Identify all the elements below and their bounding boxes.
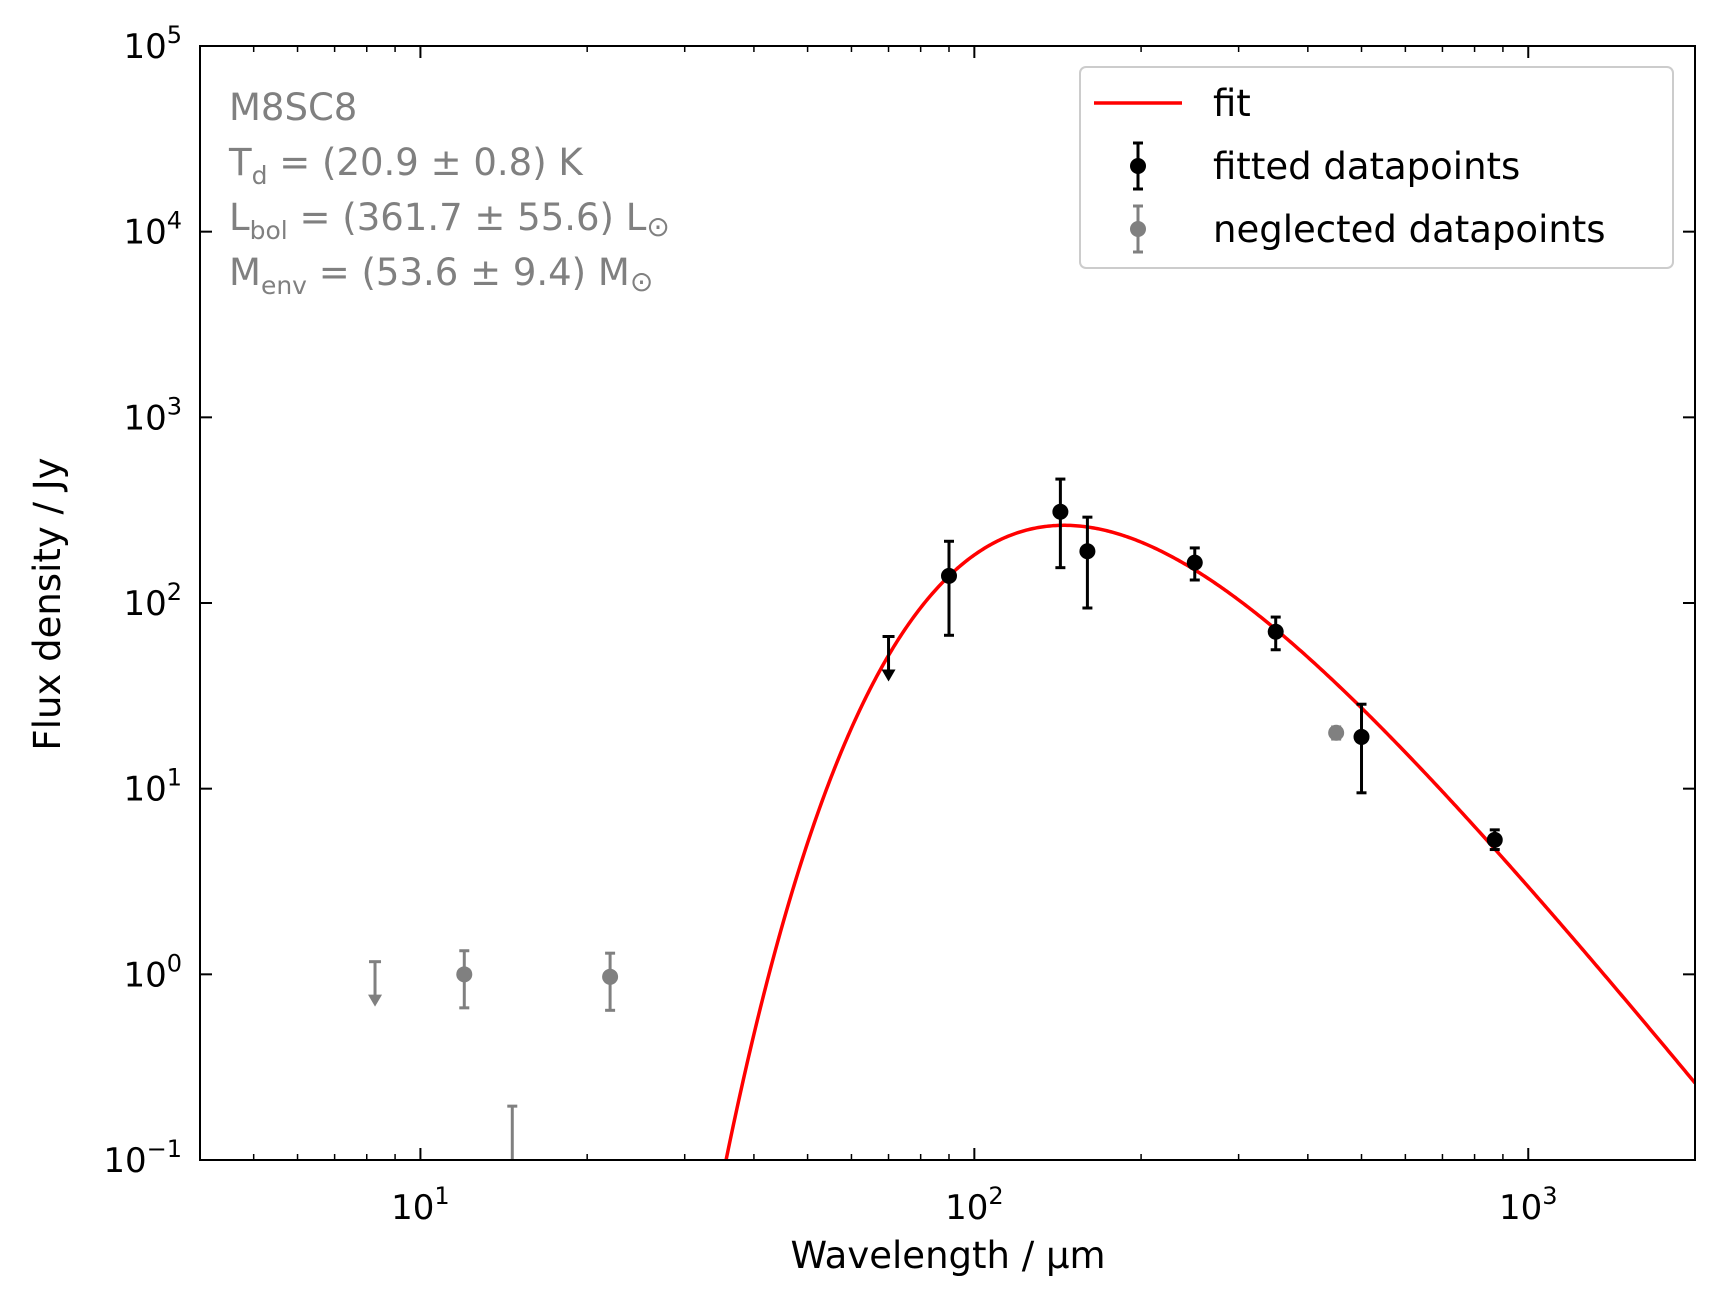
- y-tick-label: 101: [123, 764, 182, 810]
- parameter-subscript: bol: [250, 216, 288, 245]
- y-tick-label-exponent: 0: [167, 949, 182, 977]
- y-tick-label-base: 10: [123, 213, 166, 253]
- solar-symbol: ⊙: [630, 265, 653, 298]
- legend-label: neglected datapoints: [1213, 208, 1606, 251]
- neglected-datapoint: [602, 968, 619, 985]
- y-tick-label-base: 10: [103, 1141, 146, 1181]
- y-tick-label-exponent: 1: [167, 764, 182, 792]
- x-tick-label-base: 10: [945, 1188, 988, 1228]
- y-tick-label-exponent: −1: [147, 1135, 182, 1163]
- y-tick-label-exponent: 4: [167, 207, 182, 235]
- y-tick-label: 103: [123, 392, 182, 438]
- y-axis-label: Flux density / Jy: [26, 457, 69, 750]
- x-tick-label-exponent: 2: [988, 1182, 1003, 1210]
- y-tick-label-base: 10: [123, 27, 166, 67]
- x-tick-label-base: 10: [1499, 1188, 1542, 1228]
- x-tick-label: 101: [391, 1182, 450, 1228]
- y-tick-label-exponent: 2: [167, 578, 182, 606]
- y-tick-label-base: 10: [123, 770, 166, 810]
- parameter-value: = (53.6 ± 9.4) M: [307, 251, 630, 294]
- y-tick-label-base: 10: [123, 584, 166, 624]
- y-tick-label-base: 10: [123, 398, 166, 438]
- parameter-symbol: L: [229, 196, 250, 239]
- parameter-symbol: T: [228, 141, 252, 184]
- x-tick-label: 102: [945, 1182, 1004, 1228]
- x-tick-label-base: 10: [391, 1188, 434, 1228]
- y-tick-label-base: 10: [123, 955, 166, 995]
- y-tick-label-exponent: 3: [167, 392, 182, 420]
- y-tick-label-exponent: 5: [167, 21, 182, 49]
- x-tick-label-exponent: 3: [1542, 1182, 1557, 1210]
- legend-label: fitted datapoints: [1213, 145, 1520, 188]
- solar-symbol: ⊙: [646, 210, 669, 243]
- source-name: M8SC8: [229, 86, 357, 129]
- fitted-datapoint: [1353, 728, 1370, 745]
- fitted-datapoint: [1079, 543, 1096, 560]
- x-axis-label: Wavelength / μm: [790, 1234, 1105, 1277]
- parameter-subscript: d: [252, 161, 268, 190]
- legend-marker: [1130, 221, 1146, 237]
- data-points: [368, 477, 1503, 1160]
- fitted-datapoint: [1052, 503, 1069, 520]
- x-tick-label-exponent: 1: [434, 1182, 449, 1210]
- fitted-datapoint: [1486, 831, 1503, 848]
- fit-parameter-line: Menv = (53.6 ± 9.4) M⊙: [229, 251, 653, 300]
- fit-parameter-line: Lbol = (361.7 ± 55.6) L⊙: [229, 196, 670, 245]
- y-tick-label: 100: [123, 949, 182, 995]
- fitted-datapoint: [940, 567, 957, 584]
- parameter-symbol: M: [229, 251, 261, 294]
- fit-curve: [724, 523, 1695, 1160]
- legend-label: fit: [1213, 82, 1251, 125]
- neglected-datapoint: [1328, 724, 1345, 741]
- legend-marker: [1130, 158, 1146, 174]
- parameter-subscript: env: [261, 271, 307, 300]
- fit-parameters-annotation: M8SC8 Td = (20.9 ± 0.8) K Lbol = (361.7 ± …: [228, 86, 670, 300]
- fitted-datapoint: [1267, 623, 1284, 640]
- fitted-datapoint: [1186, 554, 1203, 571]
- fit-parameter-line: Td = (20.9 ± 0.8) K: [228, 141, 584, 190]
- fitted-upper-limit-arrow: [881, 669, 896, 682]
- y-tick-label: 105: [123, 21, 182, 67]
- plot-frame: [199, 45, 1696, 1161]
- y-tick-label: 10−1: [103, 1135, 182, 1181]
- x-tick-labels: 101 102 103: [391, 1182, 1557, 1228]
- legend-box: [1079, 66, 1674, 269]
- parameter-value: = (361.7 ± 55.6) L: [288, 196, 647, 239]
- y-tick-label: 102: [123, 578, 182, 624]
- parameter-value: = (20.9 ± 0.8) K: [267, 141, 584, 184]
- x-tick-label: 103: [1499, 1182, 1558, 1228]
- y-tick-label: 104: [123, 207, 182, 253]
- neglected-upper-limit-arrow: [368, 994, 383, 1007]
- neglected-datapoint: [456, 966, 473, 983]
- legend: fit fitted datapoints neglected datapoints: [1079, 66, 1674, 269]
